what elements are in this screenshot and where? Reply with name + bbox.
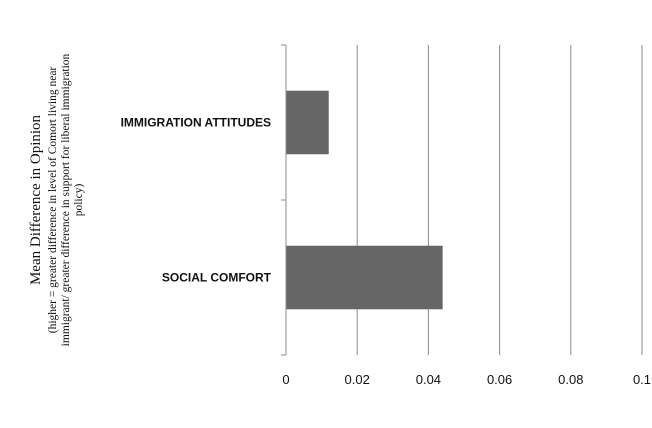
y-axis-subtitle-line: immigrant/ greater difference in support… — [60, 53, 72, 346]
y-axis-subtitle-line: (higher = greater difference in level of… — [47, 67, 59, 334]
x-tick-label: 0.02 — [345, 372, 370, 387]
x-tick-label: 0 — [282, 372, 289, 387]
category-label: IMMIGRATION ATTITUDES — [121, 116, 271, 130]
y-axis-title-group: Mean Difference in Opinion (higher = grea… — [28, 53, 85, 346]
y-axis-subtitle-line: policy) — [73, 184, 85, 217]
category-label: SOCIAL COMFORT — [162, 271, 272, 285]
bar — [286, 90, 329, 155]
x-tick-label: 0.04 — [416, 372, 441, 387]
x-tick-label: 0.08 — [558, 372, 583, 387]
x-tick-label: 0.06 — [487, 372, 512, 387]
x-tick-labels: 0 0.02 0.04 0.06 0.08 0.1 — [282, 372, 651, 387]
bar — [286, 245, 443, 310]
y-axis-title: Mean Difference in Opinion — [28, 114, 44, 285]
x-tick-label: 0.1 — [633, 372, 651, 387]
bars — [286, 90, 443, 310]
category-labels: IMMIGRATION ATTITUDES SOCIAL COMFORT — [121, 116, 272, 285]
y-axis — [281, 44, 287, 356]
